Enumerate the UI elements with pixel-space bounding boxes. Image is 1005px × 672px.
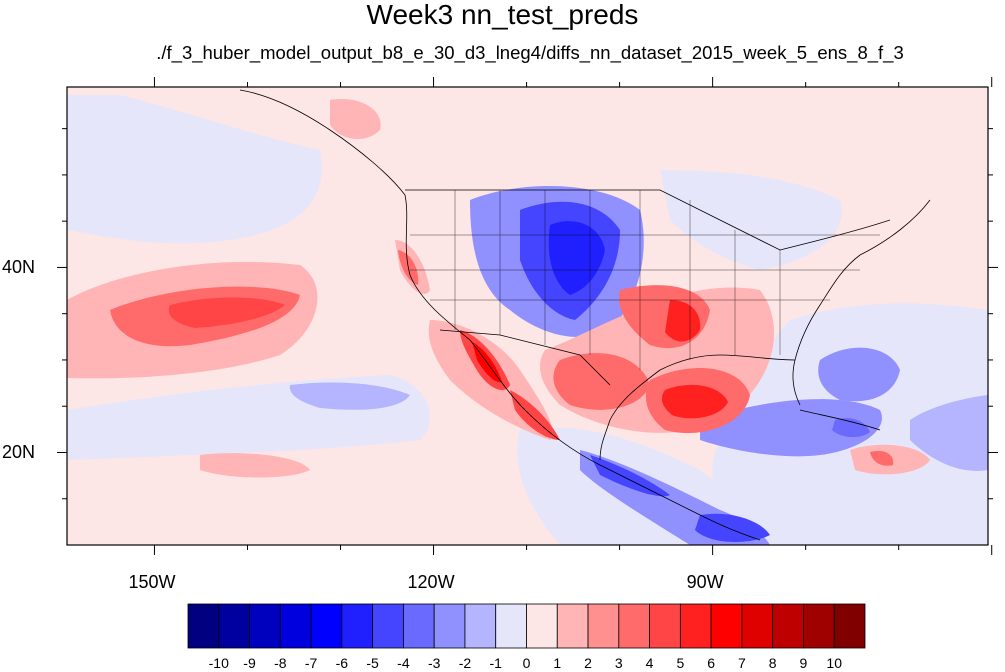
region-light-red-alaska-gulf xyxy=(330,99,381,140)
colorbar-label: -1 xyxy=(489,655,502,671)
map-frame xyxy=(66,86,989,546)
colorbar-label: 4 xyxy=(645,655,654,671)
colorbar-label: -2 xyxy=(458,655,472,671)
y-tick-label-40n: 40N xyxy=(2,257,36,278)
map-subtitle: ./f_3_huber_model_output_b8_e_30_d3_lneg… xyxy=(156,42,904,63)
border-us-canada xyxy=(405,189,891,251)
colorbar-label: 8 xyxy=(768,655,777,671)
region-red-central-pacific-inner xyxy=(168,297,285,328)
region-red-arkansas-core xyxy=(665,300,701,342)
colorbar-label: 2 xyxy=(584,655,592,671)
x-tick-label-120w: 120W xyxy=(407,572,455,592)
region-deep-blue-panama xyxy=(695,513,770,542)
region-blue-mid-atlantic xyxy=(910,395,988,471)
colorbar-label: 0 xyxy=(522,655,531,671)
colorbar-swatch xyxy=(187,603,220,649)
colorbar-label: 7 xyxy=(738,655,746,671)
border-us-mexico xyxy=(439,329,611,386)
colorbar-label: -3 xyxy=(427,655,441,671)
colorbar-label: -8 xyxy=(274,655,287,671)
region-blue-caribbean xyxy=(818,347,900,402)
colorbar-swatch xyxy=(526,603,558,649)
colorbar-swatch xyxy=(464,603,497,649)
colorbar-swatch xyxy=(556,603,589,649)
colorbar-label: -4 xyxy=(397,655,410,671)
colorbar-label: 3 xyxy=(614,655,623,671)
colorbar-label: 10 xyxy=(826,655,842,671)
colorbar-swatch xyxy=(679,603,712,649)
colorbar-label: -7 xyxy=(304,655,318,671)
colorbar-swatch xyxy=(341,603,374,649)
colorbar-label: 1 xyxy=(553,655,562,671)
colorbar-swatch xyxy=(833,603,866,649)
colorbar-swatch xyxy=(741,603,774,649)
coastline-cuba xyxy=(799,409,881,431)
region-light-blue-north-pacific xyxy=(67,95,322,244)
axis-ticks xyxy=(57,77,998,555)
coastline-north-america-west xyxy=(239,89,761,541)
x-tick-label-150w: 150W xyxy=(128,572,176,592)
region-red-caribbean-small xyxy=(870,450,894,466)
coastline-north-america-east xyxy=(792,199,931,406)
region-light-red-hawaii-south xyxy=(200,453,310,478)
colorbar-swatch xyxy=(433,603,466,649)
colorbar-swatch xyxy=(772,603,804,649)
colorbar-label: -5 xyxy=(366,655,379,671)
colorbar-label: 5 xyxy=(676,655,685,671)
colorbar-label: -6 xyxy=(335,655,349,671)
coastline-gulf xyxy=(599,354,796,461)
colorbar-label: 6 xyxy=(707,655,716,671)
region-red-gulf-core xyxy=(661,384,728,419)
colorbar-swatch xyxy=(710,603,743,649)
coastlines xyxy=(239,89,931,541)
colorbar-swatch xyxy=(249,603,281,649)
region-red-texas xyxy=(553,353,650,410)
region-red-west-mexico xyxy=(510,390,560,440)
colorbar-label: -9 xyxy=(243,655,256,671)
state-borders xyxy=(410,190,880,370)
colorbar-swatch xyxy=(279,603,312,649)
map-title: Week3 nn_test_preds xyxy=(366,0,639,30)
region-deep-blue-cuba xyxy=(832,418,870,438)
colorbar-swatch xyxy=(618,603,650,649)
x-tick-label-90w: 90W xyxy=(686,572,724,592)
colorbar-swatch xyxy=(803,603,835,649)
anomaly-field xyxy=(67,87,988,545)
region-blue-gulf-mexico xyxy=(700,399,882,457)
colorbar-swatch xyxy=(218,603,250,649)
region-blue-subtropical-pacific xyxy=(289,382,410,410)
colorbar-label: -10 xyxy=(208,655,229,671)
region-deeper-blue-colorado-core xyxy=(548,221,605,295)
region-deep-blue-yucatan-coast xyxy=(590,455,670,497)
colorbar-swatch xyxy=(403,603,435,649)
colorbar xyxy=(187,603,866,649)
colorbar-swatch xyxy=(649,603,681,649)
colorbar-swatch xyxy=(372,603,404,649)
colorbar-label: 9 xyxy=(799,655,808,671)
y-tick-label-20n: 20N xyxy=(2,442,36,463)
colorbar-swatch xyxy=(310,603,343,649)
colorbar-swatch xyxy=(495,603,527,649)
colorbar-swatch xyxy=(587,603,620,649)
region-light-blue-canada xyxy=(660,170,842,270)
